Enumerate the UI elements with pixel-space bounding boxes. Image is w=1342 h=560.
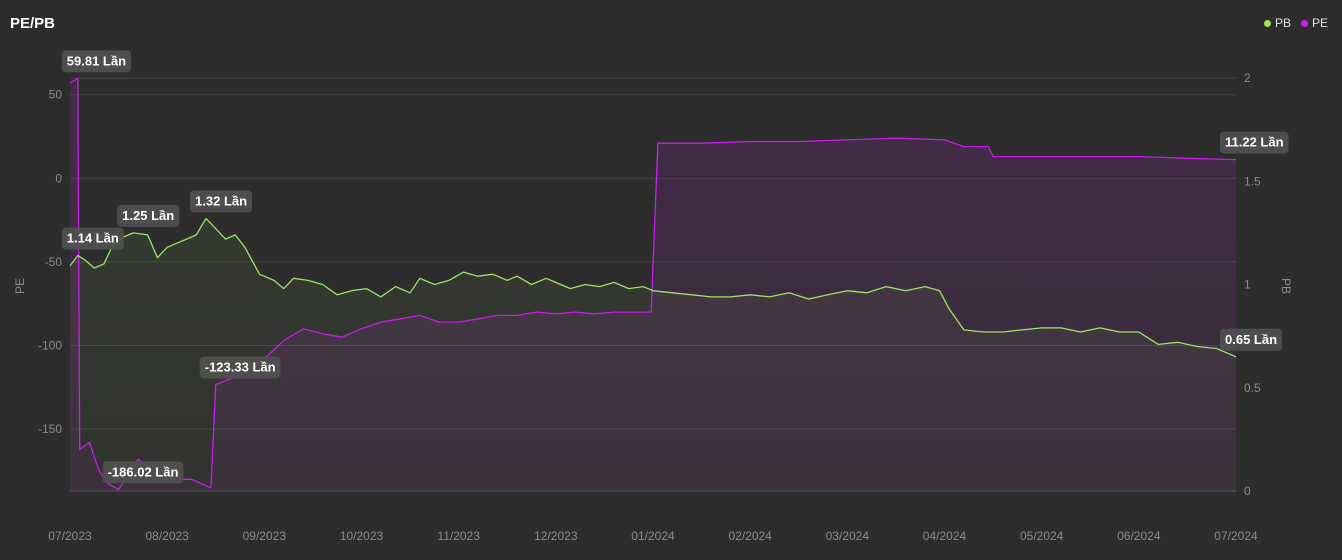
y-left-tick-50: 50	[49, 88, 63, 102]
legend-item-pb[interactable]: PB	[1263, 16, 1291, 30]
data-label-5: 1.25 Lần	[117, 204, 180, 227]
data-label-box	[61, 50, 132, 73]
legend-label-pb: PB	[1274, 16, 1291, 30]
series-line-pb	[69, 217, 1237, 358]
data-label-text: 1.25 Lần	[122, 208, 174, 223]
x-tick-07/2024: 07/2024	[1214, 529, 1258, 543]
y-right-tick-1.5: 1.5	[1244, 174, 1261, 188]
data-label-1: -186.02 Lần	[102, 461, 184, 484]
data-label-box	[117, 204, 180, 227]
data-label-box	[1220, 131, 1289, 154]
x-tick-04/2024: 04/2024	[923, 529, 967, 543]
x-tick-01/2024: 01/2024	[631, 529, 675, 543]
y-right-axis-title: PB	[1279, 278, 1293, 294]
chart-title: PE/PB	[10, 15, 56, 32]
x-tick-12/2023: 12/2023	[534, 529, 578, 543]
data-label-4: 1.14 Lần	[61, 227, 124, 250]
data-label-6: 1.32 Lần	[190, 190, 253, 213]
x-tick-02/2024: 02/2024	[728, 529, 772, 543]
y-left-tick--100: -100	[38, 339, 62, 353]
data-label-box	[199, 356, 281, 379]
data-label-text: 11.22 Lần	[1225, 135, 1284, 150]
y-right-tick-1: 1	[1244, 278, 1251, 292]
legend-dot-pb-icon	[1263, 19, 1271, 27]
y-right-tick-0.5: 0.5	[1244, 381, 1261, 395]
data-label-7: 0.65 Lần	[1220, 328, 1283, 351]
y-left-tick--50: -50	[45, 255, 63, 269]
data-label-2: -123.33 Lần	[199, 356, 281, 379]
y-right-tick-2: 2	[1244, 71, 1251, 85]
x-tick-06/2024: 06/2024	[1117, 529, 1161, 543]
data-label-3: 11.22 Lần	[1220, 131, 1289, 154]
legend-label-pe: PE	[1311, 16, 1328, 30]
y-right-tick-0: 0	[1244, 484, 1251, 498]
x-tick-09/2023: 09/2023	[243, 529, 287, 543]
area-pb	[70, 218, 1236, 491]
x-tick-08/2023: 08/2023	[145, 529, 189, 543]
y-left-tick-0: 0	[55, 171, 62, 185]
legend-dot-pe-icon	[1300, 19, 1308, 27]
data-label-box	[61, 227, 124, 250]
data-label-text: -123.33 Lần	[205, 360, 276, 375]
data-label-box	[190, 190, 253, 213]
data-label-box	[1220, 328, 1283, 351]
data-label-box	[102, 461, 184, 484]
x-tick-03/2024: 03/2024	[826, 529, 870, 543]
data-label-text: 1.14 Lần	[67, 231, 119, 246]
legend-item-pe[interactable]: PE	[1300, 16, 1328, 30]
x-tick-10/2023: 10/2023	[340, 529, 384, 543]
data-label-text: 1.32 Lần	[195, 193, 247, 208]
chart-legend: PB PE	[1263, 16, 1328, 30]
data-label-text: -186.02 Lần	[108, 464, 179, 479]
data-label-text: 0.65 Lần	[1225, 332, 1277, 347]
x-tick-11/2023: 11/2023	[437, 529, 480, 543]
y-left-axis-title: PE	[13, 278, 27, 294]
data-label-0: 59.81 Lần	[61, 50, 132, 73]
x-tick-05/2024: 05/2024	[1020, 529, 1064, 543]
y-left-tick--150: -150	[38, 422, 62, 436]
data-label-text: 59.81 Lần	[67, 53, 126, 68]
x-tick-07/2023: 07/2023	[48, 529, 92, 543]
